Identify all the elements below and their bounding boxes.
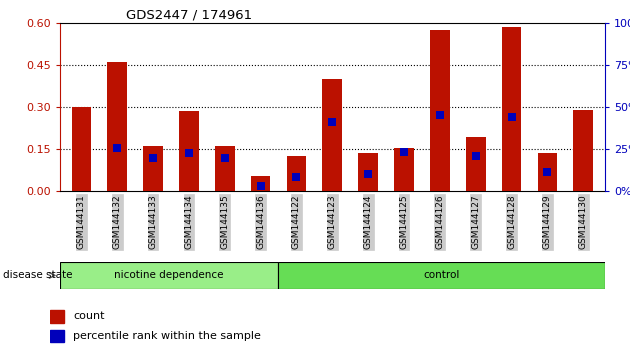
Point [148,155,158,160]
Text: GSM144136: GSM144136 [256,195,265,249]
Point [256,183,266,188]
Text: GSM144123: GSM144123 [328,195,337,249]
Text: GSM144125: GSM144125 [399,195,408,249]
Bar [50,310,64,323]
Point [363,172,373,177]
Point [292,174,302,180]
Text: GSM144134: GSM144134 [185,195,193,249]
Point [184,150,194,156]
Text: count: count [73,312,105,321]
Bar [278,262,605,289]
Text: percentile rank within the sample: percentile rank within the sample [73,331,261,341]
Text: GSM144133: GSM144133 [149,195,158,249]
Bar [394,148,414,191]
Bar [179,111,199,191]
Bar [466,137,486,191]
Point [435,113,445,118]
Bar [107,62,127,191]
Bar [287,156,306,191]
Text: GSM144126: GSM144126 [435,195,444,249]
Text: GDS2447 / 174961: GDS2447 / 174961 [126,9,252,22]
Text: GSM144130: GSM144130 [579,195,588,249]
Text: GSM144122: GSM144122 [292,195,301,249]
Text: GSM144128: GSM144128 [507,195,516,249]
Bar [573,110,593,191]
Bar [501,27,522,191]
Point [112,145,122,150]
Point [507,114,517,120]
Bar [143,146,163,191]
Text: GSM144127: GSM144127 [471,195,480,249]
Text: nicotine dependence: nicotine dependence [114,270,224,280]
Point [399,149,409,155]
Bar [323,79,342,191]
Bar [358,153,378,191]
Text: GSM144124: GSM144124 [364,195,373,249]
Text: GSM144129: GSM144129 [543,195,552,249]
Point [471,153,481,159]
Bar [251,176,270,191]
Bar [430,30,450,191]
Bar [537,153,558,191]
Text: GSM144135: GSM144135 [220,195,229,249]
Point [542,169,553,175]
Text: control: control [423,270,459,280]
Bar [50,330,64,342]
Bar [215,146,234,191]
Text: GSM144131: GSM144131 [77,195,86,249]
Bar [60,262,278,289]
Text: disease state: disease state [3,270,72,280]
Point [220,155,230,160]
Bar [71,107,91,191]
Text: GSM144132: GSM144132 [113,195,122,249]
Point [327,120,337,125]
